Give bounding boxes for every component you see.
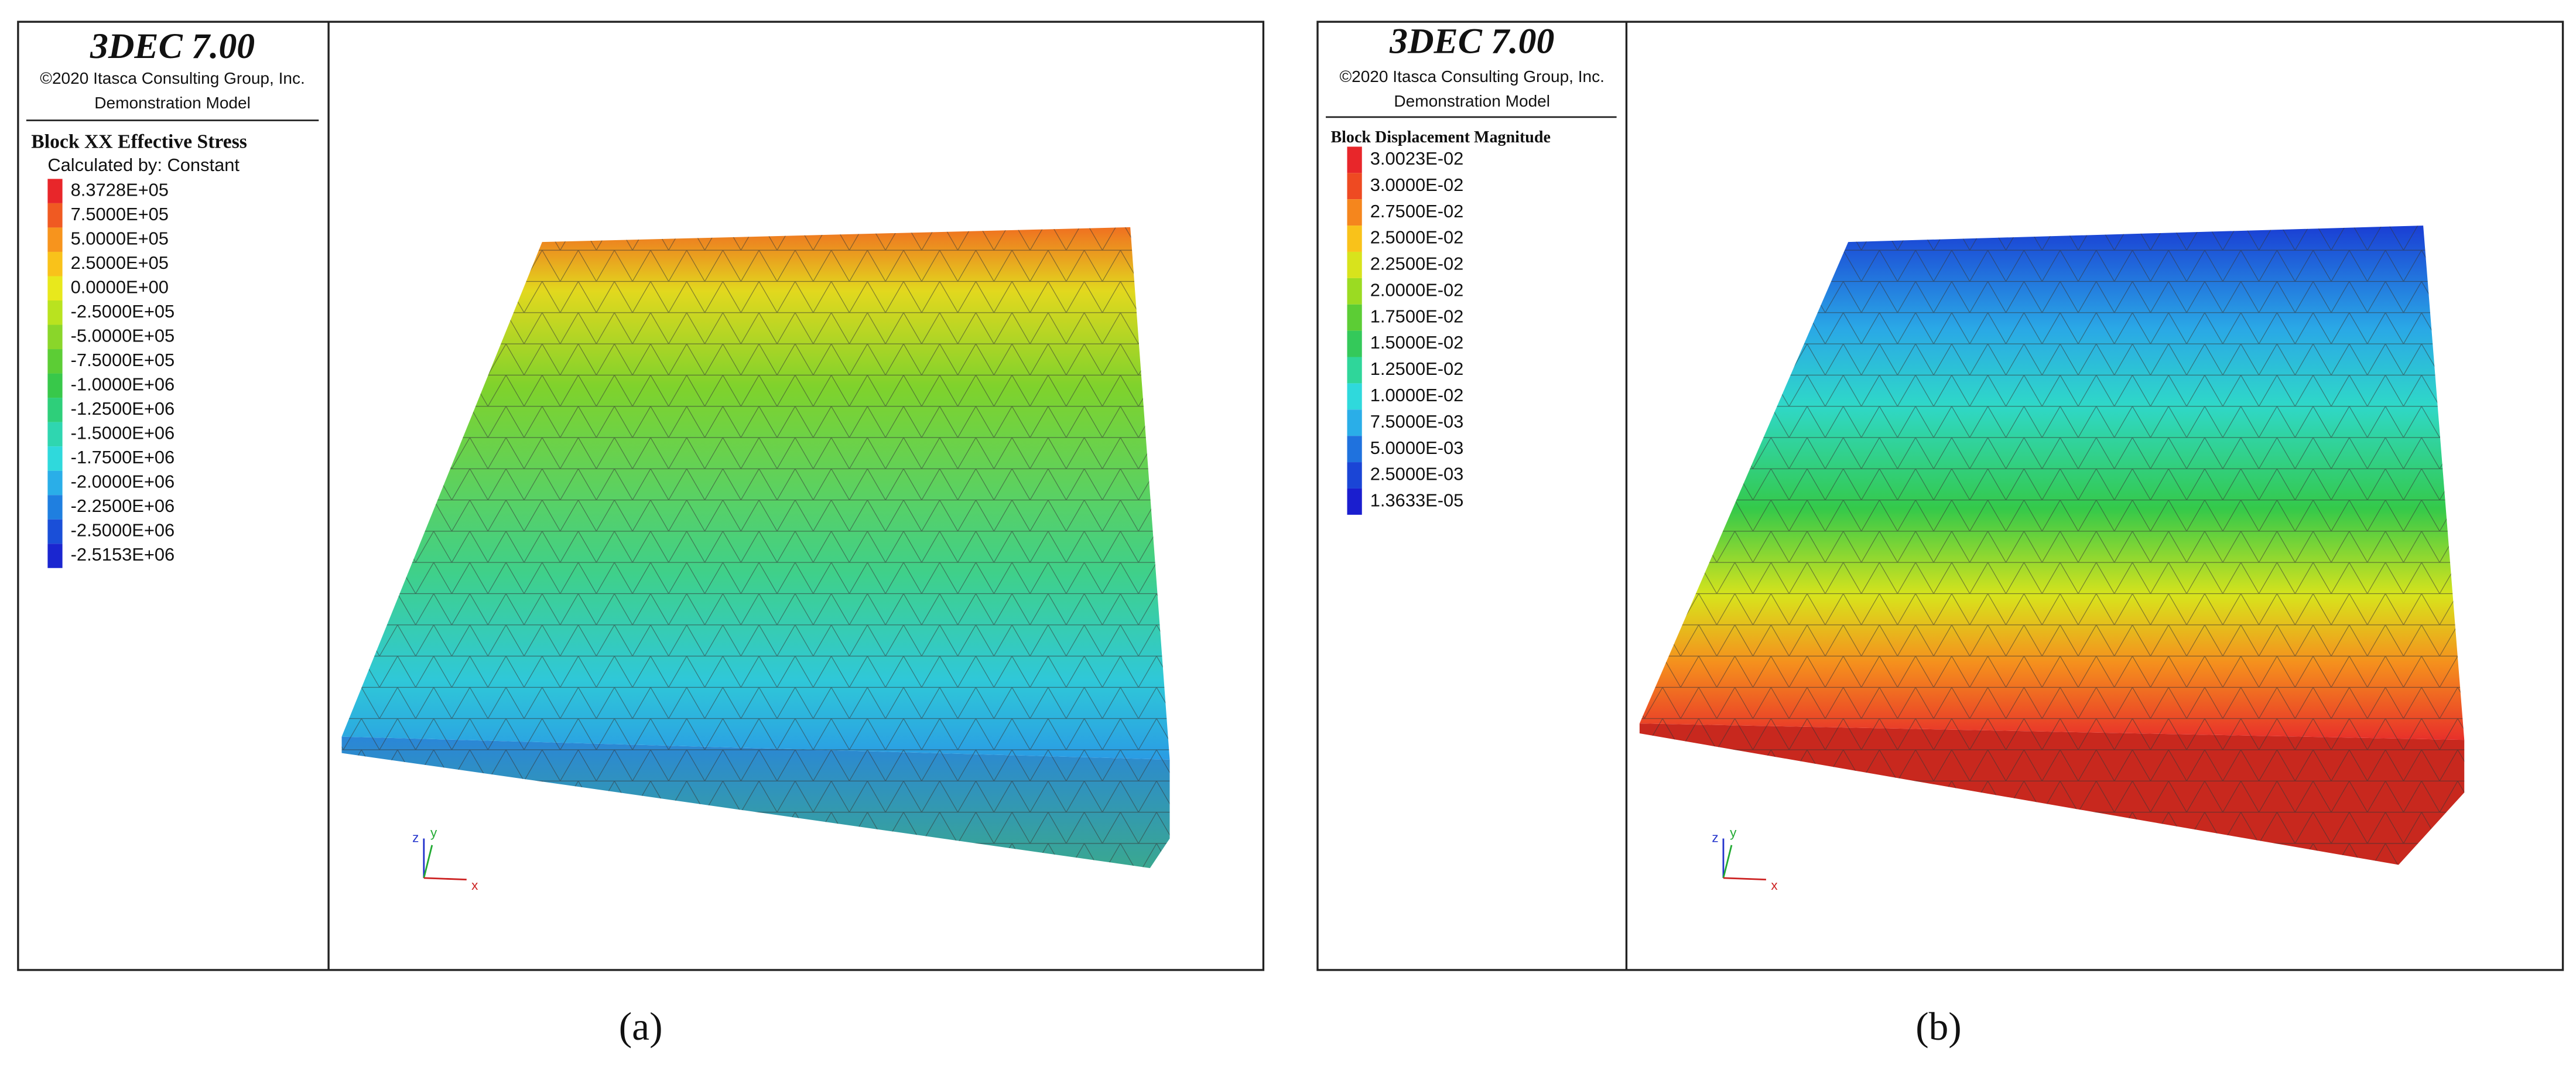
legend-label: 2.2500E-02 (1370, 254, 1464, 274)
legend-label: 5.0000E+05 (71, 228, 169, 248)
legend-title: Block Displacement Magnitude (1330, 128, 1551, 146)
copyright: ©2020 Itasca Consulting Group, Inc. (40, 69, 305, 87)
legend-swatch (1347, 409, 1362, 436)
legend-label: 8.3728E+05 (71, 179, 169, 200)
legend-label: 1.5000E-02 (1370, 332, 1464, 353)
axis-label-y: y (1730, 825, 1737, 840)
model-name: Demonstration Model (1394, 92, 1550, 110)
legend-label: -7.5000E+05 (71, 350, 175, 370)
axis-label-z: z (412, 830, 419, 845)
legend-label: 5.0000E-03 (1370, 438, 1464, 458)
legend-label: -1.7500E+06 (71, 447, 175, 467)
legend-swatch (47, 544, 63, 568)
legend-swatch (47, 398, 63, 422)
legend-label: 7.5000E-03 (1370, 411, 1464, 432)
legend-subtitle: Calculated by: Constant (47, 155, 240, 175)
legend-label: 2.5000E-03 (1370, 464, 1464, 484)
axis-x (1723, 877, 1766, 881)
legend-label: -2.2500E+06 (71, 496, 175, 516)
copyright: ©2020 Itasca Consulting Group, Inc. (1339, 67, 1605, 86)
legend-swatch (1347, 383, 1362, 410)
legend-label: 2.0000E-02 (1370, 279, 1464, 300)
axis-y (1722, 845, 1733, 879)
axis-label-z: z (1712, 830, 1718, 845)
caption: (b) (1915, 1005, 1962, 1048)
legend-swatch (47, 251, 63, 276)
legend-swatch (47, 495, 63, 520)
legend-swatch (1347, 146, 1362, 173)
legend-swatch (47, 519, 63, 544)
panel-frame (1316, 21, 2564, 971)
legend-label: 2.7500E-02 (1370, 201, 1464, 221)
axis-label-x: x (1771, 878, 1777, 893)
model-block (341, 227, 1170, 869)
legend-swatch (1347, 462, 1362, 489)
legend-label: -1.0000E+06 (71, 374, 175, 394)
legend-label: -5.0000E+05 (71, 325, 175, 346)
legend-label: -2.5000E+06 (71, 520, 175, 541)
legend-swatch (1347, 436, 1362, 463)
legend-label: 1.3633E-05 (1370, 490, 1464, 511)
legend-label: 1.2500E-02 (1370, 358, 1464, 379)
legend-swatch (47, 203, 63, 228)
legend-label: 7.5000E+05 (71, 204, 169, 224)
axis-label-y: y (430, 825, 437, 840)
legend-swatch (1347, 357, 1362, 384)
legend-title: Block XX Effective Stress (31, 131, 247, 153)
axis-label-x: x (471, 878, 478, 893)
legend-label: -1.2500E+06 (71, 398, 175, 419)
legend-swatch (47, 325, 63, 350)
legend-label: -2.5153E+06 (71, 544, 175, 565)
axis-x (423, 877, 467, 881)
legend-label: -1.5000E+06 (71, 423, 175, 443)
legend-swatch (47, 300, 63, 325)
model-block (1639, 226, 2465, 865)
legend-label: 1.0000E-02 (1370, 385, 1464, 405)
panel-frame (17, 21, 1265, 971)
legend-swatch (47, 446, 63, 471)
legend-label: 2.5000E+05 (71, 252, 169, 273)
legend-swatch (1347, 173, 1362, 200)
legend-swatch (47, 422, 63, 447)
legend-label: -2.0000E+06 (71, 472, 175, 492)
legend-label: 0.0000E+00 (71, 276, 169, 297)
legend-label: 3.0000E-02 (1370, 175, 1464, 195)
legend-swatch (47, 276, 63, 300)
legend-swatch (1347, 251, 1362, 278)
legend-swatch (1347, 278, 1362, 305)
legend-swatch (47, 470, 63, 496)
legend-label: 2.5000E-02 (1370, 227, 1464, 248)
legend-swatch (1347, 304, 1362, 331)
legend-swatch (1347, 226, 1362, 252)
legend-label: 1.7500E-02 (1370, 306, 1464, 326)
legend-swatch (47, 227, 63, 252)
legend-swatch (47, 349, 63, 374)
legend-swatch (1347, 199, 1362, 226)
app-title: 3DEC 7.00 (1389, 22, 1554, 62)
legend-swatch (47, 373, 63, 398)
legend-swatch (1347, 488, 1362, 515)
legend-swatch (47, 179, 63, 203)
axis-y (423, 845, 433, 879)
model-name: Demonstration Model (94, 94, 251, 112)
app-title: 3DEC 7.00 (90, 26, 255, 66)
legend-label: -2.5000E+05 (71, 301, 175, 322)
legend-label: 3.0023E-02 (1370, 148, 1464, 169)
caption: (a) (619, 1005, 663, 1048)
legend-swatch (1347, 330, 1362, 357)
